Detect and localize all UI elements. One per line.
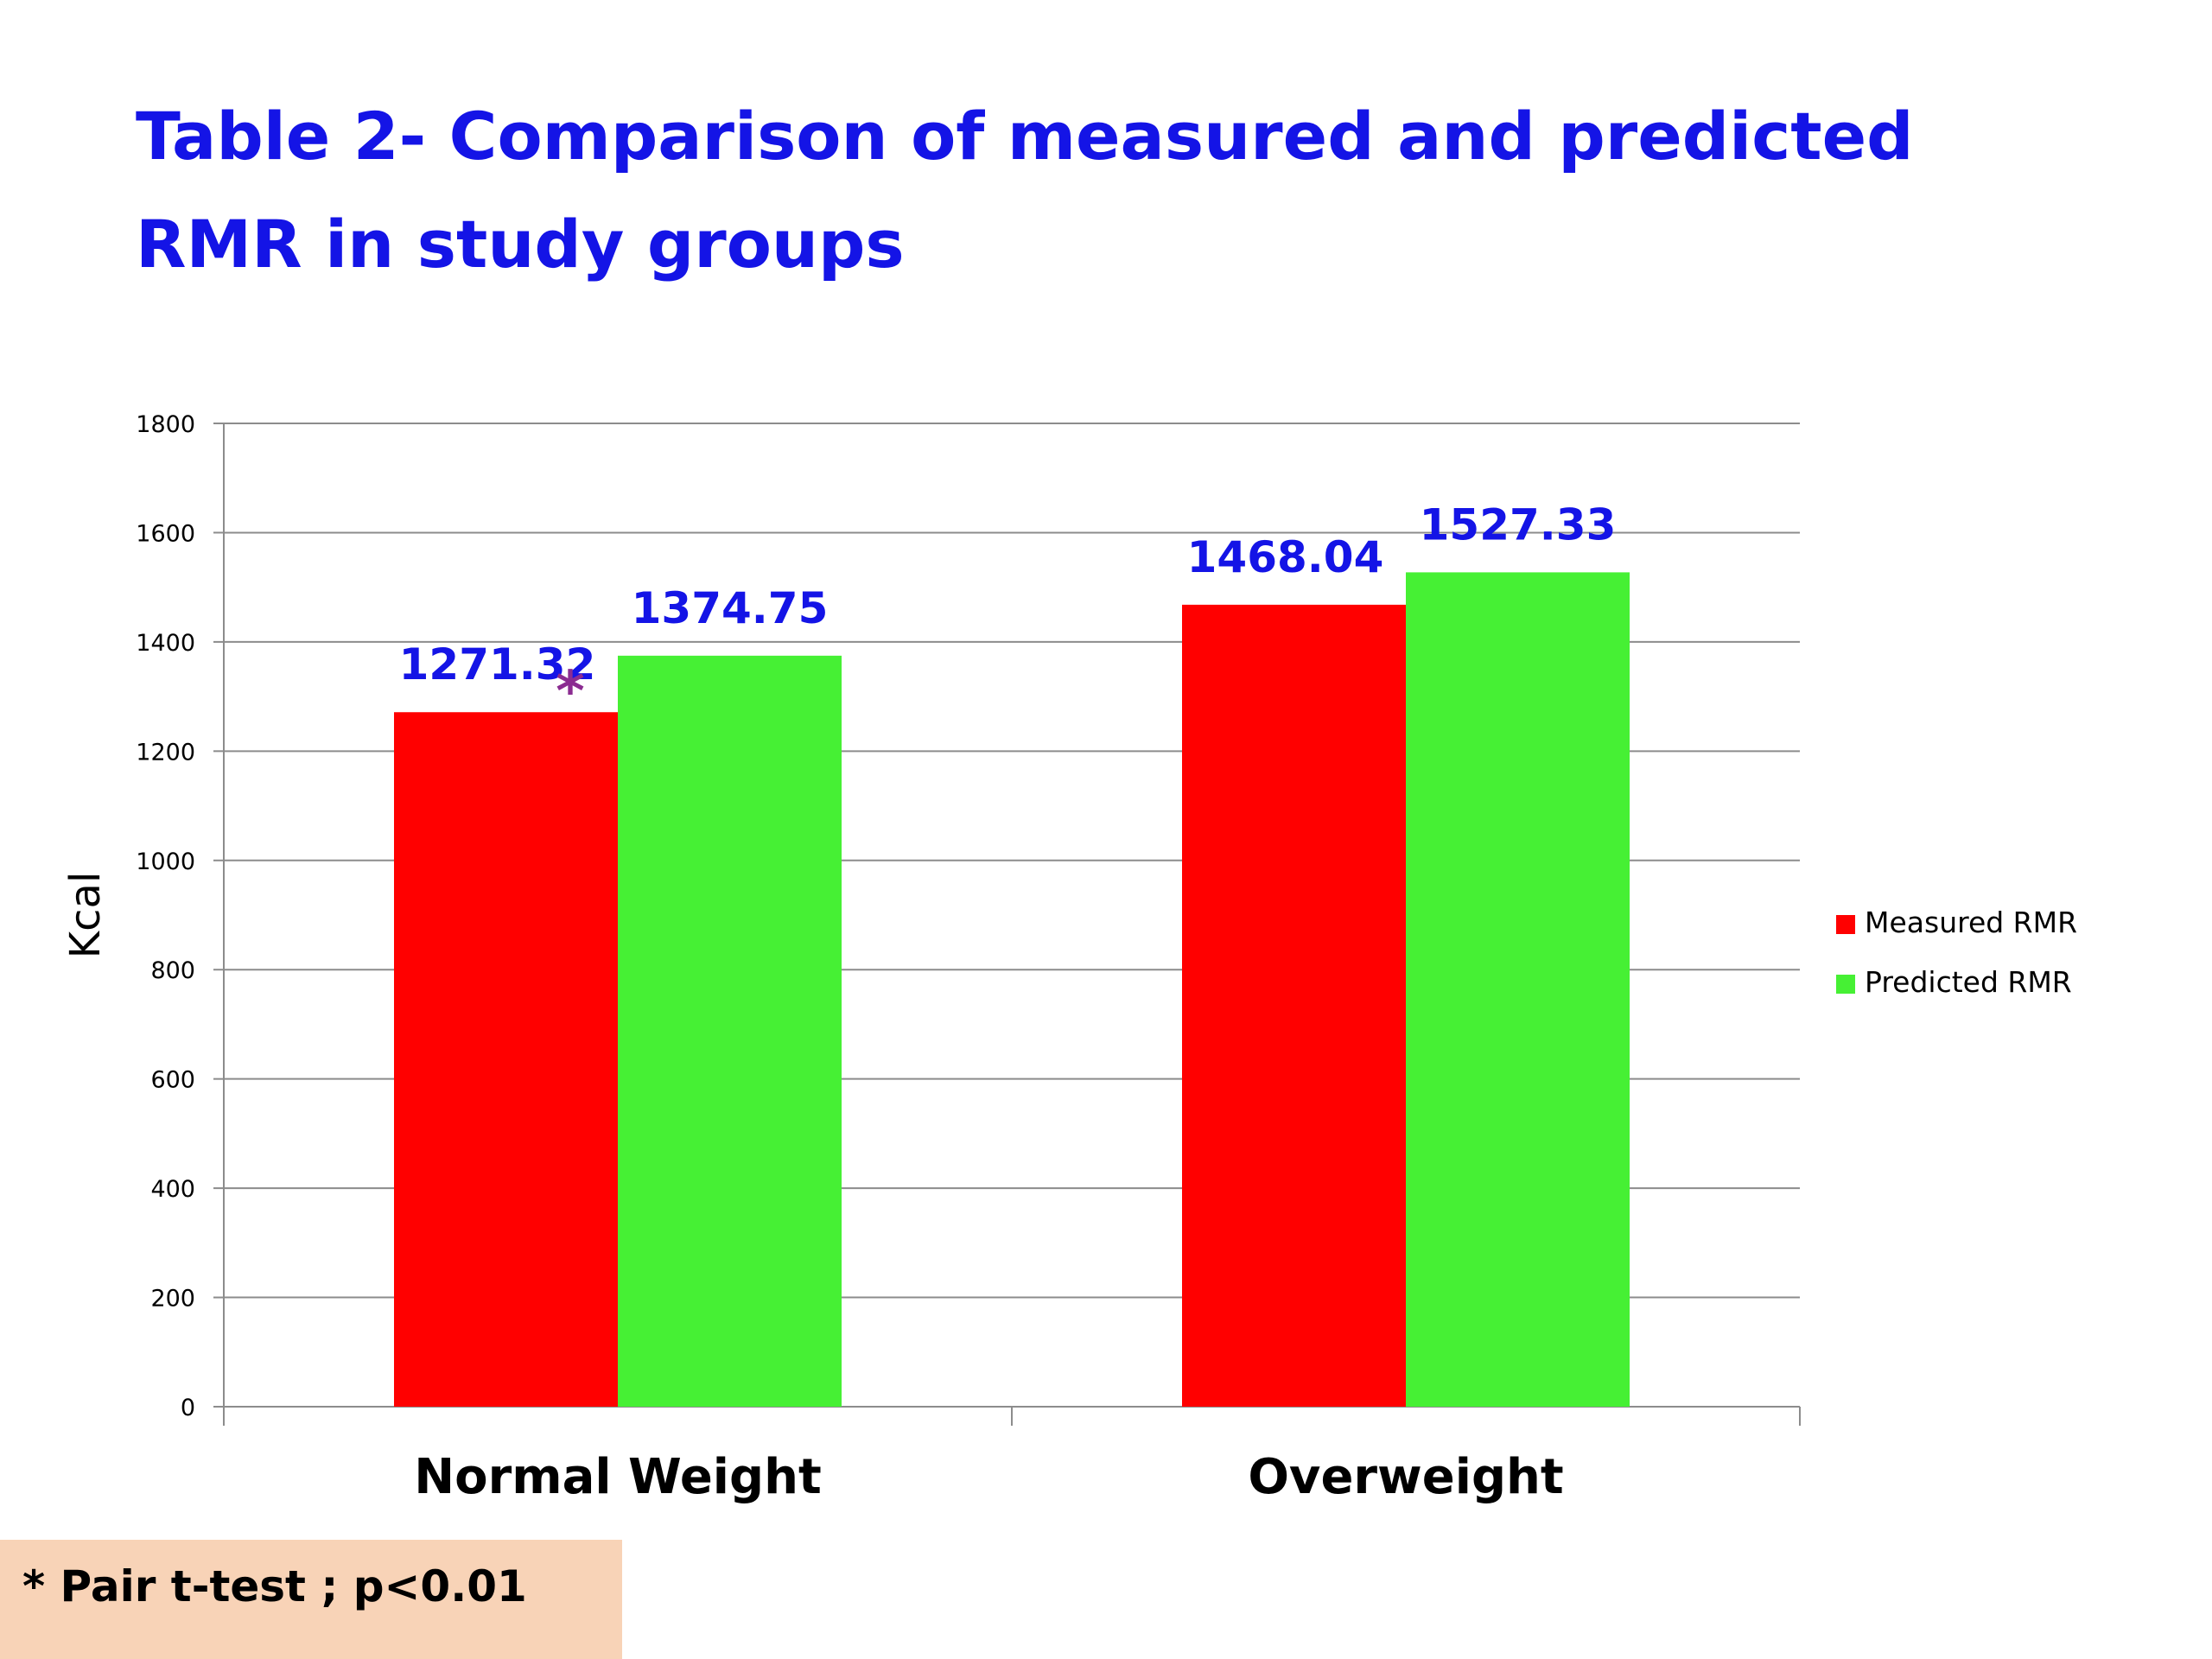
x-category-label: Normal Weight xyxy=(414,1449,821,1505)
y-axis-title: Kcal xyxy=(61,872,110,959)
y-tick-label: 1200 xyxy=(136,739,195,766)
legend-swatch xyxy=(1836,915,1855,934)
footnote-text: * Pair t-test ; p<0.01 xyxy=(22,1561,527,1611)
data-label: 1374.75 xyxy=(632,583,829,633)
y-tick-label: 1400 xyxy=(136,630,195,657)
slide-title: Table 2- Comparison of measured and pred… xyxy=(136,82,2123,298)
bar-predicted-normal-weight xyxy=(618,655,842,1407)
data-label: 1527.33 xyxy=(1420,499,1617,550)
y-tick-label: 1600 xyxy=(136,520,195,547)
bar-measured-normal-weight xyxy=(394,712,618,1407)
y-tick-label: 200 xyxy=(150,1286,195,1313)
y-tick-label: 600 xyxy=(150,1067,195,1094)
x-category-label: Overweight xyxy=(1248,1449,1563,1505)
y-tick-label: 1800 xyxy=(136,411,195,438)
y-tick-label: 1000 xyxy=(136,849,195,875)
y-tick-label: 400 xyxy=(150,1176,195,1203)
data-label: 1271.32 xyxy=(399,639,596,690)
slide-title-line-2: RMR in study groups xyxy=(136,206,905,283)
y-tick-label: 0 xyxy=(181,1395,195,1421)
slide-title-line-1: Table 2- Comparison of measured and pred… xyxy=(136,98,1914,175)
bar-measured-overweight xyxy=(1182,604,1406,1407)
data-label: 1468.04 xyxy=(1187,532,1384,582)
legend-label: Predicted RMR xyxy=(1865,965,2072,999)
bar-predicted-overweight xyxy=(1406,572,1630,1407)
footnote-box: * Pair t-test ; p<0.01 xyxy=(0,1540,622,1659)
significance-asterisk: * xyxy=(556,660,584,724)
legend-label: Measured RMR xyxy=(1865,906,2077,939)
legend-swatch xyxy=(1836,975,1855,994)
y-tick-label: 800 xyxy=(150,957,195,984)
